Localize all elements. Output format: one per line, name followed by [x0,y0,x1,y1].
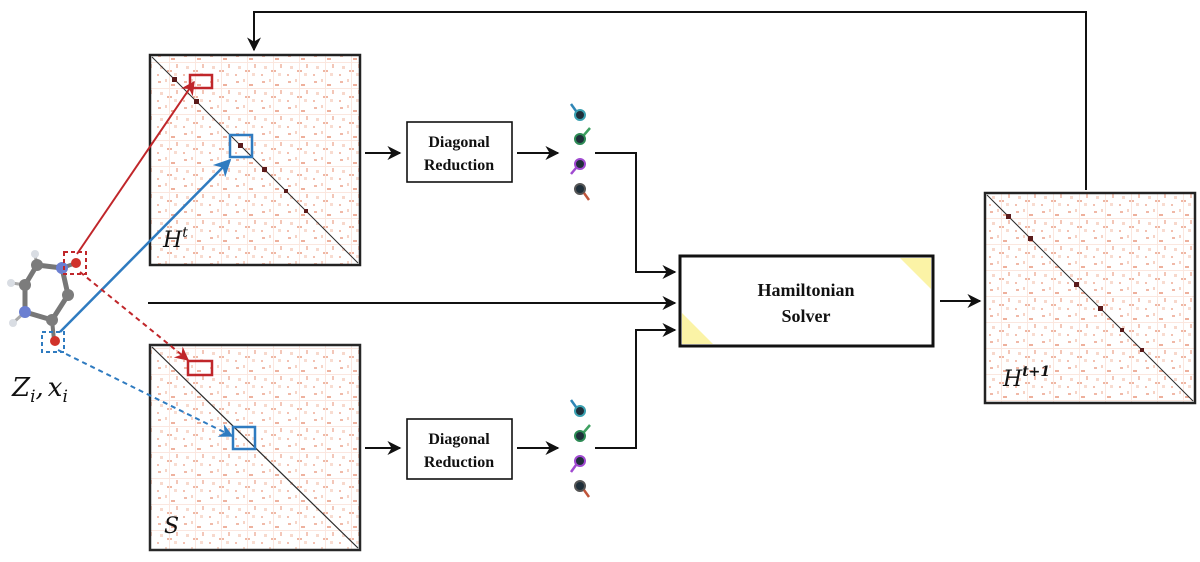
matrix-dot [172,77,177,82]
matrix-s: S [148,343,362,552]
diagonal-reduction-bottom: Diagonal Reduction [406,418,513,480]
blue-highlight-box [231,425,257,451]
arrow-features-to-solver-top [595,152,677,279]
svg-text:Diagonal: Diagonal [428,134,490,151]
matrix-s-label: S [164,514,179,539]
matrix-dot [238,143,243,148]
svg-text:Reduction: Reduction [424,454,494,471]
matrix-h-t: Ht [148,53,362,267]
svg-text:Hamiltonian: Hamiltonian [757,280,854,300]
matrix-dot [284,189,288,193]
atom-selection-red [63,251,87,275]
matrix-h-next: Ht+1 [983,191,1197,405]
svg-text:Reduction: Reduction [424,157,494,174]
matrix-dot [1120,328,1124,332]
blue-arrow-to-h [59,158,232,333]
svg-text:Solver: Solver [782,306,831,326]
matrix-dot [304,209,308,213]
matrix-dot [1098,306,1103,311]
inputs-label: Zi, xi [11,373,68,407]
molecule-icon [7,250,81,346]
atom-selection-blue [41,331,65,353]
matrix-dot [1140,348,1144,352]
feature-vector-icon [569,399,591,498]
matrix-h-t-label: Ht [162,225,188,253]
feedback-arrow [247,11,1087,190]
matrix-dot [1006,214,1011,219]
blue-highlight-box [228,133,254,159]
feature-vector-icon [569,103,591,201]
red-arrow-to-h [76,80,195,255]
svg-text:Diagonal: Diagonal [428,431,490,448]
matrix-dot [262,167,267,172]
red-dashed-arrow-to-s [79,271,190,361]
red-highlight-box [186,359,214,377]
hamiltonian-solver: Hamiltonian Solver [678,254,935,348]
matrix-h-next-label: Ht+1 [1002,364,1050,392]
arrow-features-to-solver-bottom [595,323,677,449]
matrix-dot [194,99,199,104]
matrix-dot [1028,236,1033,241]
matrix-dot [1074,282,1079,287]
diagonal-reduction-top: Diagonal Reduction [406,121,513,183]
